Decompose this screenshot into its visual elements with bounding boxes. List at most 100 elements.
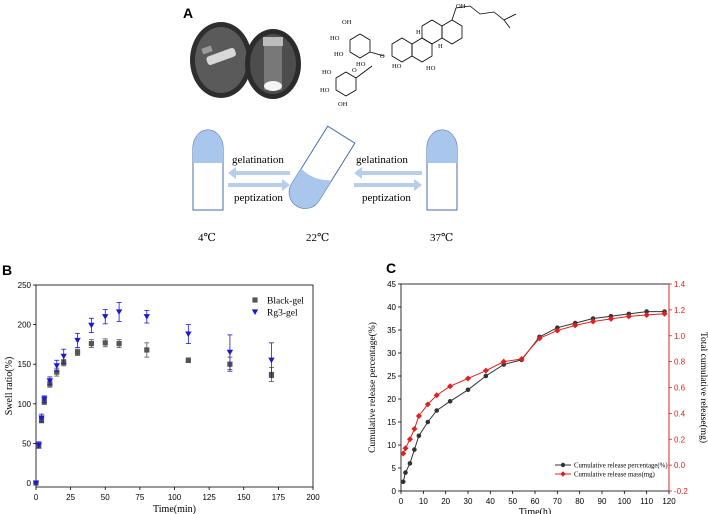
- legend-marker: [252, 297, 258, 303]
- series-rg3-gel: [32, 302, 275, 487]
- x-tick-label: 10: [419, 497, 428, 506]
- svg-text:O: O: [352, 67, 357, 74]
- data-point: [143, 314, 150, 320]
- x-tick-label: 80: [575, 497, 584, 506]
- data-point: [424, 401, 431, 408]
- x-tick-label: 100: [618, 497, 632, 506]
- data-point: [434, 408, 440, 413]
- svg-text:HO: HO: [320, 87, 330, 94]
- legend-label: Black-gel: [267, 297, 304, 307]
- y2-tick-label: 0.2: [674, 435, 686, 444]
- data-point: [607, 315, 614, 322]
- data-point: [41, 396, 48, 403]
- svg-text:HO: HO: [426, 65, 436, 72]
- y2-tick-label: 0.6: [674, 384, 686, 393]
- data-point: [590, 316, 596, 321]
- data-point: [554, 327, 561, 334]
- series-mass: [400, 310, 668, 457]
- y2-tick-label: 1.2: [674, 306, 686, 315]
- swell-ratio-chart: 0 25 50 75 100 125 150 175 200 0 50 100 150 200 250 Tim…: [4, 281, 320, 514]
- y-tick-label: 35: [387, 326, 396, 335]
- y-tick-label: 150: [18, 360, 32, 369]
- label-gelatination-right: gelatination: [356, 154, 408, 166]
- data-point: [102, 340, 108, 346]
- data-point: [116, 341, 122, 347]
- legend-marker: [560, 462, 566, 468]
- transition-arrows: [228, 167, 422, 191]
- svg-text:HO: HO: [356, 61, 366, 68]
- x-tick-label: 60: [531, 497, 540, 506]
- data-point: [447, 383, 454, 390]
- data-point: [482, 367, 489, 374]
- y2-tick-label: -0.2: [674, 487, 688, 496]
- svg-text:HO: HO: [322, 69, 332, 76]
- x-tick-label: 25: [66, 493, 75, 502]
- label-temp-22c: 22℃: [306, 232, 329, 244]
- svg-text:H: H: [416, 29, 421, 36]
- y-tick-label: 10: [387, 441, 396, 450]
- legend-label: Cumulative release percentage(%): [574, 463, 668, 470]
- x-tick-label: 50: [101, 493, 110, 502]
- x-tick-label: 70: [553, 497, 562, 506]
- label-temp-4c: 4℃: [198, 232, 216, 244]
- legend-label: Cumulative release mass(mg): [574, 472, 655, 479]
- label-peptization-left: peptization: [234, 192, 283, 204]
- x-tick-label: 125: [202, 493, 216, 502]
- data-point: [643, 312, 650, 319]
- x-tick-label: 200: [306, 493, 320, 502]
- y-tick-label: 250: [18, 281, 32, 290]
- data-point: [644, 309, 649, 314]
- data-point: [425, 419, 431, 425]
- panel-a-illustration: OH HO HO HO O O HO HO OH OH HO HO H H ge…: [190, 3, 517, 244]
- data-point: [226, 349, 234, 356]
- series-black-gel: [33, 338, 275, 486]
- x-tick-label: 0: [399, 497, 404, 506]
- data-point: [268, 357, 275, 364]
- y-tick-label: 50: [22, 439, 31, 448]
- x-tick-label: 100: [168, 493, 182, 502]
- molecule-labels: OH HO HO HO O O HO HO OH OH HO HO H H: [320, 3, 466, 108]
- y-tick-label: 20: [387, 395, 396, 404]
- ginsenoside-rg3-structure: [335, 5, 517, 97]
- series-line: [402, 313, 665, 454]
- data-point: [403, 470, 408, 475]
- x-axis-label: Time(min): [153, 504, 196, 514]
- x-tick-label: 90: [598, 497, 607, 506]
- label-peptization-right: peptization: [362, 192, 411, 204]
- x-tick-label: 120: [662, 497, 676, 506]
- data-point: [185, 357, 191, 363]
- y2-tick-label: 1.4: [674, 280, 686, 289]
- data-point: [144, 347, 150, 353]
- y-tick-label: 45: [387, 280, 396, 289]
- data-point: [590, 318, 597, 325]
- y-tick-label: 25: [387, 372, 396, 381]
- x-tick-label: 0: [34, 493, 39, 502]
- data-point: [54, 369, 60, 375]
- y-tick-label: 0: [392, 487, 397, 496]
- legend-marker: [560, 471, 566, 477]
- panel-b-letter: B: [2, 262, 13, 278]
- svg-text:HO: HO: [330, 35, 340, 42]
- data-point: [536, 335, 543, 342]
- x-axis-label: Time(h): [519, 507, 551, 514]
- data-point: [88, 341, 94, 347]
- data-point: [402, 445, 409, 452]
- y2-tick-label: 0.0: [674, 461, 686, 470]
- x-tick-label: 175: [272, 493, 286, 502]
- svg-text:OH: OH: [338, 101, 348, 108]
- label-temp-37c: 37℃: [430, 232, 453, 244]
- data-point: [416, 433, 422, 439]
- x-tick-label: 110: [640, 497, 653, 506]
- photo-vial-tilted: [190, 22, 252, 98]
- y2-tick-label: 1.0: [674, 332, 686, 341]
- tube-37c: [426, 129, 458, 211]
- y2-tick-label: 0.8: [674, 358, 686, 367]
- data-point: [572, 322, 579, 329]
- panel-a-letter: A: [183, 5, 194, 21]
- data-point: [407, 461, 413, 466]
- data-point: [74, 337, 81, 344]
- y-axis-label: Swell ratio(%): [4, 357, 15, 416]
- data-point: [74, 349, 81, 355]
- y-tick-label: 40: [387, 303, 396, 312]
- y2-tick-label: 0.4: [674, 409, 686, 418]
